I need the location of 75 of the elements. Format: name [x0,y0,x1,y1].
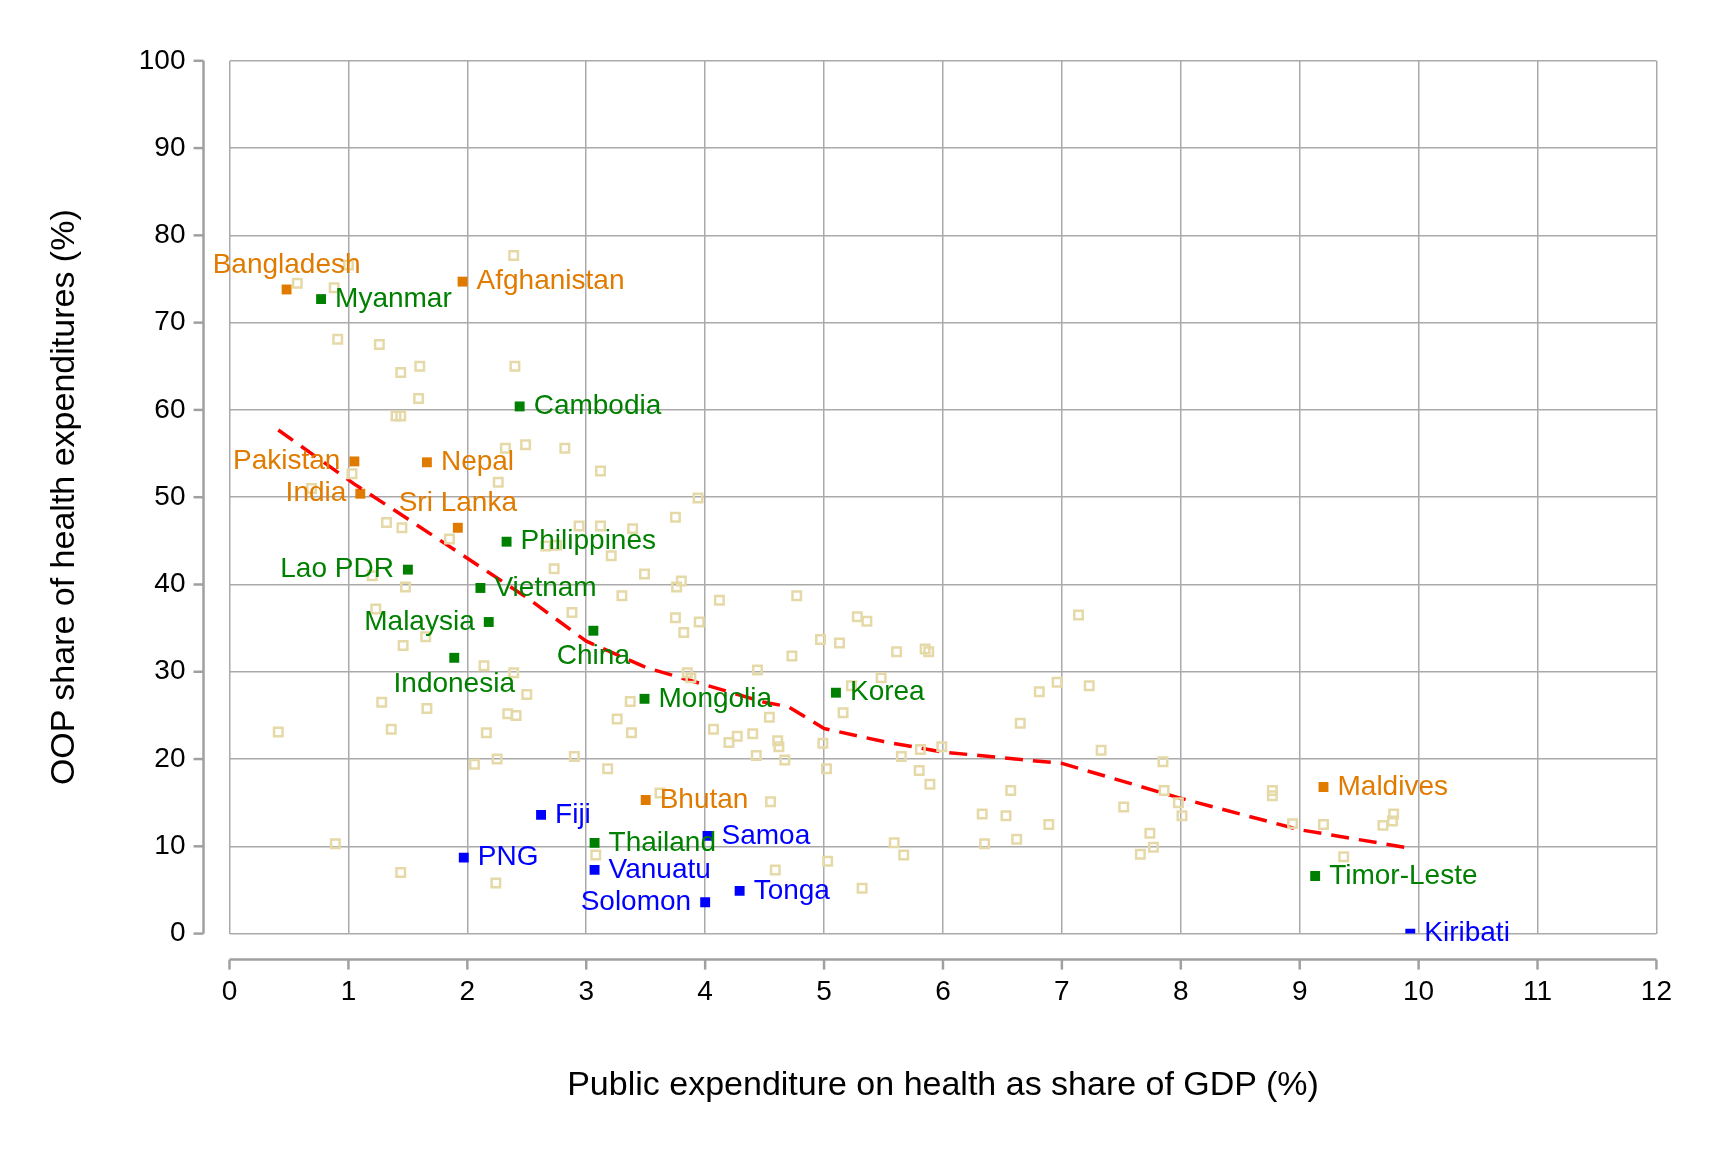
point [457,276,468,287]
y-tick-label: 40 [154,567,186,599]
series-label: Lao PDR [280,552,394,584]
point [355,488,366,499]
series-label: Bhutan [659,782,749,814]
point [449,652,460,663]
point [501,536,512,547]
x-tick-label: 0 [221,975,238,1007]
point [316,294,327,305]
point [281,284,292,295]
point [1310,871,1321,881]
series-label: Korea [849,675,926,707]
point [589,864,600,875]
x-tick-label: 12 [1640,975,1673,1007]
y-tick-label: 90 [154,130,186,162]
series-label: Nepal [440,445,515,477]
y-tick-label: 70 [154,305,186,337]
series-label: Bangladesh [212,248,361,280]
y-tick-label: 50 [154,479,186,511]
x-tick-label: 1 [340,975,357,1007]
x-tick-label: 9 [1291,975,1308,1007]
y-tick-label: 0 [169,916,186,948]
x-tick-label: 7 [1054,975,1070,1007]
point [514,401,525,412]
y-tick-label: 60 [154,392,186,424]
point [700,897,711,908]
series-label: Kiribati [1424,916,1510,948]
series-label: Solomon [580,884,692,916]
series-label: PNG [477,840,539,872]
point [588,625,599,636]
y-axis-title: OOP share of health expenditures (%) [42,209,81,786]
point [402,564,413,575]
x-tick-label: 3 [578,975,595,1007]
point [483,617,494,627]
x-tick-label: 11 [1522,975,1553,1007]
series-label: Samoa [721,818,811,850]
point [640,795,651,806]
series-label: Maldives [1337,769,1448,801]
x-tick-label: 10 [1403,975,1435,1007]
series-label: Sri Lanka [398,486,518,518]
series-label: Afghanistan [476,264,625,296]
x-tick-label: 8 [1173,975,1189,1007]
x-tick-label: 5 [816,975,832,1007]
series-label: Malaysia [364,604,476,636]
y-tick-label: 20 [154,741,186,773]
series-label: Timor-Leste [1329,858,1478,890]
series-label: Pakistan [232,444,341,476]
point [1318,782,1329,792]
series-label: Indonesia [393,666,516,698]
point [589,837,600,848]
x-axis-title: Public expenditure on health as share of GDP (%) [567,1063,1319,1102]
x-tick-label: 6 [935,975,951,1007]
y-tick-label: 10 [154,829,186,861]
series-label: India [285,476,347,508]
point [475,583,486,593]
point [452,522,463,533]
x-tick-label: 4 [697,975,713,1007]
series-label: Vietnam [494,570,597,602]
point [831,687,841,698]
series-label: Fiji [555,797,591,829]
point [458,852,469,863]
point [349,456,360,467]
y-tick-label: 100 [138,43,186,75]
point [734,885,745,896]
series-label: Myanmar [335,281,452,313]
point [639,693,650,704]
series-label: China [556,639,631,671]
y-tick-label: 30 [154,654,186,686]
series-label: Cambodia [533,389,662,421]
x-tick-label: 2 [459,975,476,1007]
series-label: Philippines [520,524,656,556]
point [536,809,547,820]
point [421,457,432,468]
series-label: Tonga [753,873,831,905]
y-tick-label: 80 [154,218,186,250]
